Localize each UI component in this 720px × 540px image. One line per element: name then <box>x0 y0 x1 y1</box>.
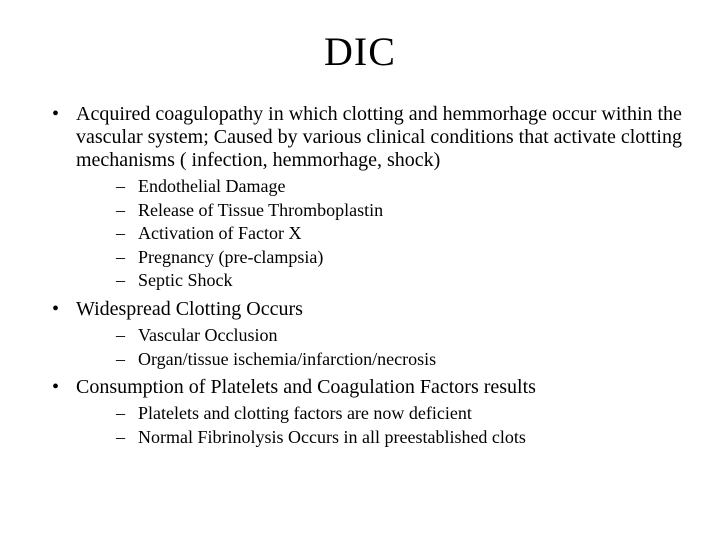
sub-list: Endothelial Damage Release of Tissue Thr… <box>76 176 690 292</box>
sub-item: Platelets and clotting factors are now d… <box>116 403 690 425</box>
bullet-item: Acquired coagulopathy in which clotting … <box>52 103 690 292</box>
sub-item: Normal Fibrinolysis Occurs in all preest… <box>116 427 690 449</box>
sub-list: Platelets and clotting factors are now d… <box>76 403 690 448</box>
slide: { "title": "DIC", "bullets": [ { "text":… <box>0 0 720 540</box>
slide-title: DIC <box>30 28 690 75</box>
sub-item: Organ/tissue ischemia/infarction/necrosi… <box>116 349 690 371</box>
bullet-text: Widespread Clotting Occurs <box>76 298 303 320</box>
bullet-item: Consumption of Platelets and Coagulation… <box>52 376 690 448</box>
sub-item: Activation of Factor X <box>116 223 690 245</box>
bullet-text: Acquired coagulopathy in which clotting … <box>76 103 682 171</box>
bullet-text: Consumption of Platelets and Coagulation… <box>76 376 536 398</box>
sub-item: Release of Tissue Thromboplastin <box>116 200 690 222</box>
sub-item: Pregnancy (pre-clampsia) <box>116 247 690 269</box>
bullet-list: Acquired coagulopathy in which clotting … <box>30 103 690 448</box>
sub-list: Vascular Occlusion Organ/tissue ischemia… <box>76 325 690 370</box>
sub-item: Septic Shock <box>116 270 690 292</box>
sub-item: Vascular Occlusion <box>116 325 690 347</box>
bullet-item: Widespread Clotting Occurs Vascular Occl… <box>52 298 690 370</box>
sub-item: Endothelial Damage <box>116 176 690 198</box>
